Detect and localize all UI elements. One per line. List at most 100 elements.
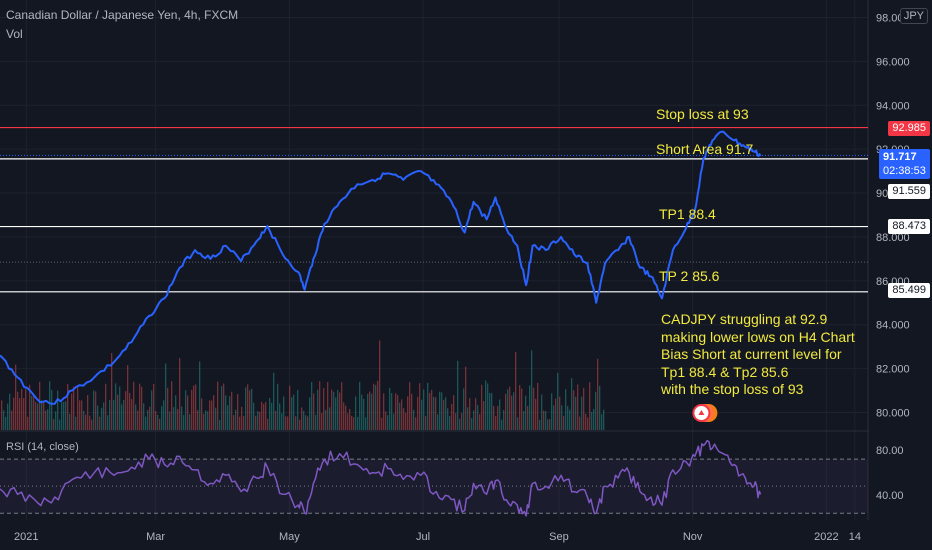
volume-bar <box>35 401 37 430</box>
volume-bar <box>37 403 39 430</box>
volume-bar <box>99 416 101 430</box>
volume-bar <box>57 390 59 430</box>
volume-bar <box>233 415 235 430</box>
volume-bar <box>127 365 129 430</box>
time-axis: 2021 Mar May Jul Sep Nov 2022 14 <box>14 531 861 543</box>
volume-bar <box>147 409 149 430</box>
earnings-marker-icon[interactable] <box>692 404 718 422</box>
volume-bar <box>525 395 527 430</box>
volume-bar <box>513 392 515 430</box>
volume-bar <box>31 395 33 430</box>
time-tick-label: Nov <box>683 531 703 543</box>
volume-bars <box>1 340 605 430</box>
volume-bar <box>55 411 57 430</box>
volume-bar <box>75 416 77 430</box>
volume-bar <box>379 340 381 430</box>
volume-bar <box>565 389 567 430</box>
volume-bar <box>123 399 125 430</box>
volume-bar <box>407 396 409 430</box>
short-area-annotation: Short Area 91.7 <box>656 141 754 157</box>
volume-bar <box>415 417 417 430</box>
volume-bar <box>433 396 435 430</box>
volume-bar <box>271 402 273 430</box>
volume-bar <box>195 384 197 430</box>
volume-bar <box>157 414 159 430</box>
volume-bar <box>97 405 99 430</box>
volume-bar <box>115 383 117 430</box>
volume-bar <box>19 397 21 430</box>
time-tick-label: Jul <box>416 531 430 543</box>
volume-bar <box>173 407 175 430</box>
volume-label[interactable]: Vol <box>6 27 23 41</box>
volume-bar <box>375 385 377 430</box>
rsi-tick-label: 40.00 <box>876 490 904 502</box>
volume-bar <box>303 410 305 430</box>
volume-bar <box>345 405 347 430</box>
volume-bar <box>17 391 19 430</box>
volume-bar <box>205 410 207 430</box>
volume-bar <box>483 400 485 430</box>
volume-bar <box>207 411 209 430</box>
volume-bar <box>73 386 75 430</box>
tp1-price-tag: 88.473 <box>888 219 930 234</box>
volume-bar <box>541 394 543 430</box>
volume-bar <box>79 400 81 430</box>
volume-bar <box>443 399 445 430</box>
volume-bar <box>367 393 369 430</box>
rsi-label[interactable]: RSI (14, close) <box>6 441 79 453</box>
volume-bar <box>39 381 41 430</box>
volume-bar <box>305 415 307 430</box>
volume-bar <box>401 399 403 430</box>
volume-bar <box>279 403 281 430</box>
volume-bar <box>341 382 343 430</box>
volume-bar <box>221 386 223 430</box>
marker-arrow <box>698 410 705 415</box>
volume-bar <box>349 408 351 430</box>
volume-bar <box>477 405 479 430</box>
volume-bar <box>459 418 461 430</box>
volume-bar <box>227 405 229 430</box>
volume-bar <box>457 360 459 430</box>
time-tick-label: 2022 <box>814 531 838 543</box>
volume-bar <box>187 395 189 430</box>
volume-bar <box>159 418 161 430</box>
volume-bar <box>103 402 105 430</box>
volume-bar <box>371 393 373 430</box>
volume-bar <box>481 384 483 430</box>
volume-bar <box>213 395 215 430</box>
stop-loss-annotation: Stop loss at 93 <box>656 106 749 122</box>
volume-bar <box>519 385 521 430</box>
currency-badge[interactable]: JPY <box>899 8 928 24</box>
volume-bar <box>3 410 5 430</box>
volume-bar <box>319 381 321 430</box>
volume-bar <box>229 396 231 430</box>
volume-bar <box>571 378 573 430</box>
volume-bar <box>311 382 313 430</box>
volume-bar <box>469 398 471 430</box>
volume-bar <box>189 414 191 430</box>
volume-bar <box>71 393 73 430</box>
rsi-pane <box>0 458 868 514</box>
volume-bar <box>391 392 393 430</box>
volume-bar <box>485 380 487 430</box>
volume-bar <box>265 401 267 430</box>
volume-bar <box>501 419 503 430</box>
volume-bar <box>587 417 589 430</box>
comment-line: Tp1 88.4 & Tp2 85.6 <box>661 363 789 380</box>
volume-bar <box>299 419 301 430</box>
level-lines <box>0 126 868 293</box>
volume-bar <box>217 381 219 430</box>
volume-bar <box>383 393 385 430</box>
volume-bar <box>133 381 135 430</box>
volume-bar <box>331 389 333 430</box>
volume-bar <box>449 416 451 430</box>
time-tick-label: Mar <box>146 531 165 543</box>
volume-bar <box>83 410 85 430</box>
volume-bar <box>7 403 9 430</box>
volume-bar <box>117 394 119 430</box>
volume-bar <box>461 412 463 430</box>
volume-bar <box>81 400 83 430</box>
volume-bar <box>471 418 473 430</box>
volume-bar <box>531 350 533 430</box>
